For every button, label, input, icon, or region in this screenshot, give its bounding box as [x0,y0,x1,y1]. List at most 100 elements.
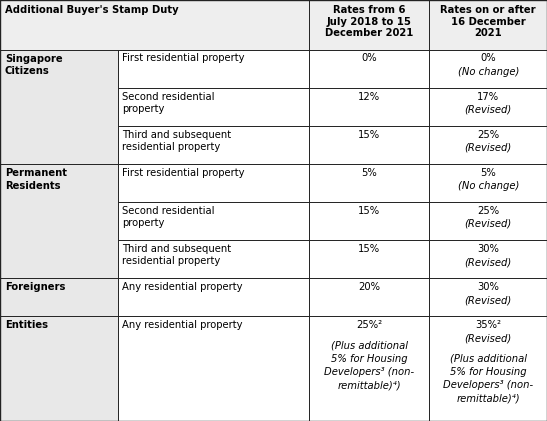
Bar [309,0,429,50]
Bar [429,316,547,421]
Text: Developers³ (non-: Developers³ (non- [324,367,414,377]
Text: Any residential property: Any residential property [122,320,242,330]
Bar [429,0,547,50]
Text: 15%: 15% [358,130,380,140]
Bar [118,316,309,421]
Bar [309,126,429,164]
Text: Any residential property: Any residential property [122,282,242,292]
Bar [429,278,547,316]
Text: (Revised): (Revised) [464,333,512,343]
Text: Developers³ (non-: Developers³ (non- [443,380,533,390]
Bar [429,164,547,202]
Text: Entities: Entities [5,320,48,330]
Text: 17%: 17% [477,91,499,101]
Text: remittable)⁴): remittable)⁴) [337,380,401,390]
Bar [429,88,547,126]
Bar [429,202,547,240]
Bar [429,164,547,202]
Bar [0,316,118,421]
Bar [429,316,547,421]
Bar [309,316,429,421]
Text: (Revised): (Revised) [464,295,512,305]
Bar [429,88,547,126]
Text: (Plus additional: (Plus additional [450,354,527,364]
Bar [118,126,309,164]
Bar [429,50,547,88]
Bar [0,278,118,316]
Bar [429,0,547,50]
Text: 30%: 30% [478,244,499,254]
Text: (No change): (No change) [457,67,519,77]
Bar [118,202,309,240]
Text: First residential property: First residential property [122,168,245,178]
Text: (Plus additional: (Plus additional [331,341,408,350]
Bar [118,50,309,88]
Text: 25%: 25% [477,206,499,216]
Bar [309,278,429,316]
Text: 15%: 15% [358,244,380,254]
Bar [118,164,309,202]
Bar [429,50,547,88]
Bar [0,164,118,278]
Bar [309,0,429,50]
Bar [118,126,309,164]
Bar [309,88,429,126]
Text: 25%²: 25%² [356,320,382,330]
Text: 0%: 0% [480,53,496,64]
Text: Rates on or after
16 December
2021: Rates on or after 16 December 2021 [440,5,536,38]
Bar [118,278,309,316]
Text: Foreigners: Foreigners [5,282,65,292]
Text: 30%: 30% [478,282,499,292]
Bar [309,202,429,240]
Bar [309,240,429,278]
Text: 5% for Housing: 5% for Housing [450,367,527,377]
Bar [309,50,429,88]
Bar [309,50,429,88]
Bar [429,240,547,278]
Bar [309,316,429,421]
Bar [309,164,429,202]
Bar [309,88,429,126]
Bar [0,316,118,421]
Bar [309,164,429,202]
Bar [0,0,309,50]
Bar [118,240,309,278]
Text: 0%: 0% [362,53,377,64]
Bar [429,278,547,316]
Text: 20%: 20% [358,282,380,292]
Text: Singapore
Citizens: Singapore Citizens [5,54,62,77]
Text: 25%: 25% [477,130,499,140]
Bar [118,202,309,240]
Text: (Revised): (Revised) [464,219,512,229]
Bar [429,126,547,164]
Bar [429,240,547,278]
Bar [0,50,118,164]
Text: 15%: 15% [358,206,380,216]
Bar [118,316,309,421]
Text: (Revised): (Revised) [464,257,512,267]
Bar [118,278,309,316]
Text: remittable)⁴): remittable)⁴) [456,393,520,403]
Bar [429,126,547,164]
Text: Second residential
property: Second residential property [122,91,214,114]
Text: 5%: 5% [480,168,496,178]
Text: (Revised): (Revised) [464,105,512,115]
Text: Additional Buyer's Stamp Duty: Additional Buyer's Stamp Duty [5,5,179,15]
Bar [0,0,309,50]
Text: Third and subsequent
residential property: Third and subsequent residential propert… [122,130,231,152]
Text: 5% for Housing: 5% for Housing [331,354,408,364]
Bar [0,164,118,278]
Text: 35%²: 35%² [475,320,501,330]
Bar [309,202,429,240]
Text: Second residential
property: Second residential property [122,206,214,228]
Text: First residential property: First residential property [122,53,245,64]
Text: Rates from 6
July 2018 to 15
December 2021: Rates from 6 July 2018 to 15 December 20… [325,5,414,38]
Bar [118,88,309,126]
Bar [0,278,118,316]
Bar [118,88,309,126]
Text: Third and subsequent
residential property: Third and subsequent residential propert… [122,244,231,266]
Text: (Revised): (Revised) [464,143,512,153]
Bar [309,126,429,164]
Bar [429,202,547,240]
Bar [0,50,118,164]
